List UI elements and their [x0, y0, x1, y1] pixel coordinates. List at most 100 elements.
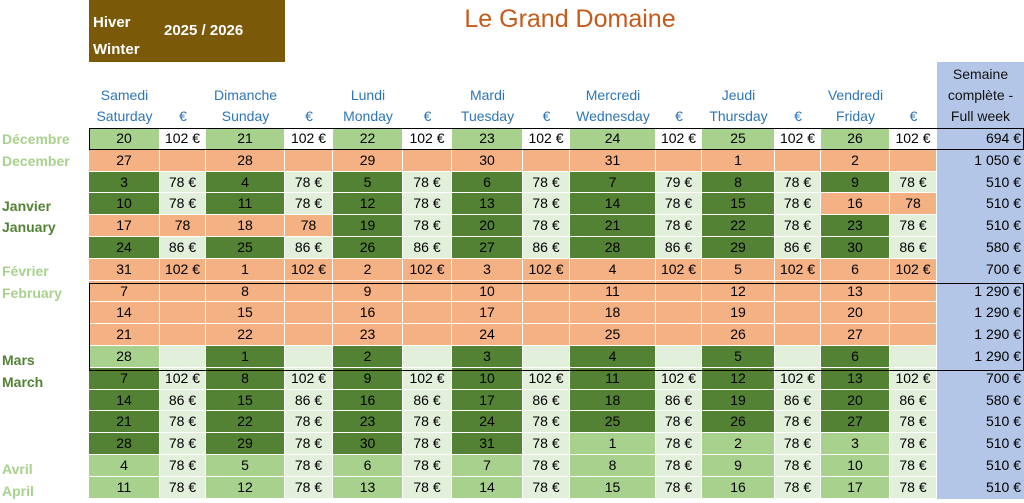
week-price-cell: 510 €: [937, 477, 1024, 499]
price-cell: 79 €: [656, 172, 702, 193]
price-cell: 78 €: [403, 455, 452, 477]
price-cell: 78 €: [775, 193, 821, 215]
week-price-cell: 1 290 €: [937, 346, 1024, 368]
day-cell: 5: [702, 346, 775, 368]
price-cell: 78 €: [775, 411, 821, 433]
price-cell: 78 €: [890, 455, 937, 477]
day-cell: 28: [570, 237, 656, 259]
day-cell: 23: [452, 128, 523, 150]
day-cell: 20: [821, 390, 890, 411]
price-cell: [160, 302, 206, 324]
day-cell: 3: [452, 346, 523, 368]
week-header-line-2: complète -: [947, 87, 1014, 103]
price-cell: [656, 346, 702, 368]
day-cell: 4: [206, 172, 285, 193]
season-en: Winter: [93, 41, 140, 58]
day-cell: 22: [333, 128, 403, 150]
price-cell: [523, 346, 570, 368]
price-cell: 102 €: [890, 128, 937, 150]
day-cell: 8: [702, 172, 775, 193]
day-cell: 4: [570, 346, 656, 368]
month-label: January: [2, 219, 56, 235]
column-header-en: Tuesday: [460, 108, 515, 124]
price-cell: 78 €: [523, 455, 570, 477]
day-cell: 2: [333, 259, 403, 281]
day-cell: 11: [570, 281, 656, 302]
day-cell: 29: [702, 237, 775, 259]
day-cell: 6: [333, 455, 403, 477]
price-cell: [285, 281, 333, 302]
price-cell: 78 €: [285, 411, 333, 433]
day-cell: 28: [89, 433, 160, 455]
day-cell: 17: [89, 215, 160, 237]
price-cell: 102 €: [160, 259, 206, 281]
day-cell: 25: [206, 237, 285, 259]
price-cell: [523, 324, 570, 346]
day-cell: 30: [452, 150, 523, 172]
day-cell: 17: [821, 477, 890, 499]
day-cell: 17: [452, 302, 523, 324]
price-cell: 102 €: [160, 128, 206, 150]
price-cell: [160, 150, 206, 172]
day-cell: 2: [821, 150, 890, 172]
price-cell: 102 €: [523, 259, 570, 281]
price-cell: 78 €: [775, 172, 821, 193]
price-cell: 86 €: [403, 390, 452, 411]
price-cell: 102 €: [523, 128, 570, 150]
day-cell: 26: [702, 324, 775, 346]
column-header-en: Saturday: [96, 108, 153, 124]
price-cell: 86 €: [160, 390, 206, 411]
day-cell: 12: [206, 477, 285, 499]
price-cell: 102 €: [775, 259, 821, 281]
week-price-cell: 1 290 €: [937, 302, 1024, 324]
price-cell: 86 €: [523, 390, 570, 411]
day-cell: 9: [333, 281, 403, 302]
price-cell: [285, 346, 333, 368]
day-cell: 26: [821, 128, 890, 150]
day-cell: 6: [821, 346, 890, 368]
day-cell: 28: [206, 150, 285, 172]
price-column-header: €: [423, 108, 432, 124]
day-cell: 11: [206, 193, 285, 215]
price-column-header: €: [794, 108, 802, 124]
column-header-en: Monday: [343, 108, 393, 124]
price-cell: 78: [890, 193, 937, 215]
price-cell: 78 €: [775, 455, 821, 477]
day-cell: 31: [89, 259, 160, 281]
month-label: Mars: [2, 352, 35, 368]
day-cell: 1: [206, 346, 285, 368]
day-cell: 7: [89, 281, 160, 302]
day-cell: 19: [702, 390, 775, 411]
day-cell: 28: [89, 346, 160, 368]
price-cell: [523, 302, 570, 324]
day-cell: 27: [821, 324, 890, 346]
price-cell: 78 €: [285, 477, 333, 499]
price-cell: 78 €: [160, 411, 206, 433]
day-cell: 9: [333, 368, 403, 390]
price-cell: [775, 346, 821, 368]
price-cell: 78 €: [775, 433, 821, 455]
day-cell: 25: [702, 128, 775, 150]
day-cell: 5: [333, 172, 403, 193]
day-cell: 10: [452, 281, 523, 302]
price-cell: 78 €: [523, 411, 570, 433]
day-cell: 8: [206, 281, 285, 302]
day-cell: 20: [452, 215, 523, 237]
week-price-cell: 510 €: [937, 193, 1024, 215]
column-header-en: Sunday: [221, 108, 270, 124]
day-cell: 9: [821, 172, 890, 193]
price-column-header: €: [909, 108, 918, 124]
price-cell: [403, 324, 452, 346]
week-price-cell: 700 €: [937, 259, 1024, 281]
day-cell: 27: [89, 150, 160, 172]
day-cell: 22: [206, 411, 285, 433]
day-cell: 5: [702, 259, 775, 281]
price-cell: 78 €: [775, 477, 821, 499]
day-cell: 1: [702, 150, 775, 172]
price-cell: 102 €: [523, 368, 570, 390]
price-cell: 102 €: [160, 368, 206, 390]
price-cell: 86 €: [775, 237, 821, 259]
day-cell: 1: [206, 259, 285, 281]
day-cell: 16: [333, 302, 403, 324]
price-column-header: €: [675, 108, 683, 124]
